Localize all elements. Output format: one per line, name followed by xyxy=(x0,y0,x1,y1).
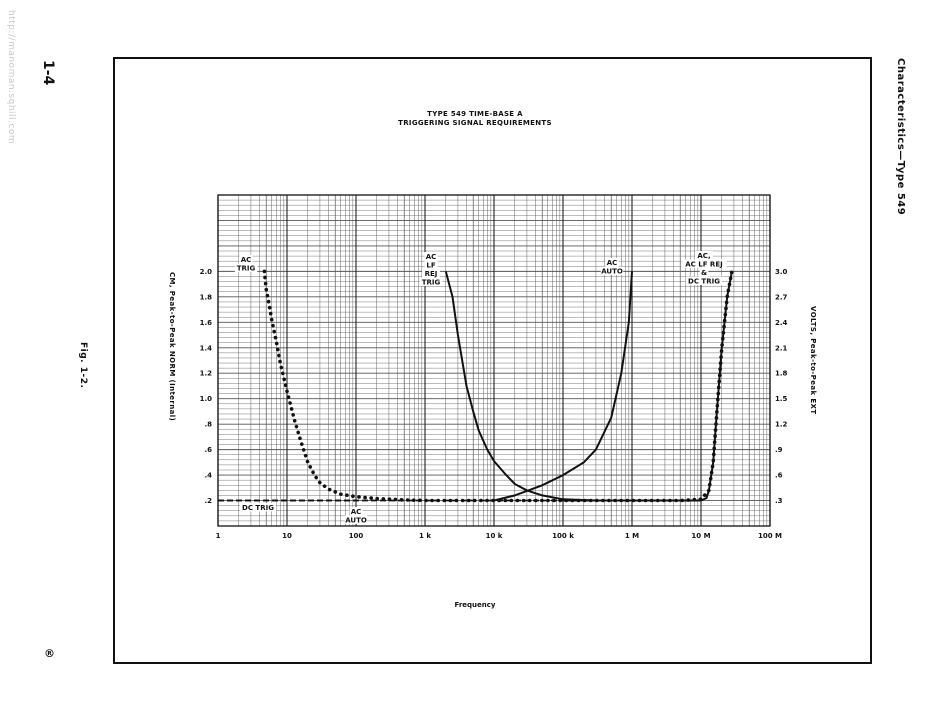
series-ac-lf-rej-trig xyxy=(444,271,632,502)
y-axis-label-left: CM, Peak-to-Peak NORM (Internal) xyxy=(168,272,176,422)
y-tick-label-right: 2.4 xyxy=(775,319,788,327)
series-label-bg xyxy=(349,507,363,516)
y-tick-label-right: 2.7 xyxy=(775,293,788,301)
y-tick-label-right: 3.0 xyxy=(775,268,788,276)
y-tick-label-left: 1.8 xyxy=(200,293,213,301)
series-label-bg xyxy=(234,263,258,272)
series-label-ac-auto: AC xyxy=(607,259,618,267)
series-label-bg xyxy=(424,260,438,269)
series-label-bg xyxy=(239,503,277,512)
section-header: Characteristics—Type 549 xyxy=(895,58,906,216)
series-label-ac-ac-lf-rej-dc-trig: DC TRIG xyxy=(688,278,720,286)
x-tick-label: 10 k xyxy=(486,532,503,540)
x-tick-label: 10 M xyxy=(691,532,710,540)
publisher-mark: ® xyxy=(43,647,56,660)
series-ac-trig xyxy=(262,269,734,503)
series-label-ac-lf-rej-trig: AC xyxy=(426,253,437,261)
series-label-dc-trig: DC TRIG xyxy=(242,504,274,512)
x-tick-label: 1 k xyxy=(419,532,431,540)
y-tick-label-right: .9 xyxy=(775,446,783,454)
series-label-ac-lf-rej-trig: LF xyxy=(426,262,435,270)
chart-title-line-2: TRIGGERING SIGNAL REQUIREMENTS xyxy=(398,119,552,127)
series-label-ac-trig: AC xyxy=(241,256,252,264)
y-tick-label-left: 2.0 xyxy=(200,268,213,276)
series-label-ac-ac-lf-rej-dc-trig: AC LF REJ xyxy=(685,261,722,269)
series-label-bg xyxy=(681,259,727,268)
series-label-bg xyxy=(344,515,368,524)
y-tick-label-left: .8 xyxy=(204,421,212,429)
y-tick-label-right: 2.1 xyxy=(775,344,788,352)
series-label-ac-auto-dc-baseline: AC xyxy=(351,508,362,516)
x-tick-label: 100 xyxy=(349,532,364,540)
y-tick-label-right: .3 xyxy=(775,497,783,505)
figure-caption: Fig. 1-2. xyxy=(78,342,88,389)
series-label-ac-lf-rej-trig: REJ xyxy=(425,270,438,278)
series-label-bg xyxy=(424,252,438,261)
x-tick-label: 100 k xyxy=(552,532,574,540)
y-axis-label-right: VOLTS, Peak-to-Peak EXT xyxy=(809,306,817,415)
plot-border xyxy=(217,194,771,527)
series-label-ac-auto-dc-baseline: AUTO xyxy=(345,517,367,525)
series-label-ac-lf-rej-trig: TRIG xyxy=(422,279,441,287)
y-tick-label-right: .6 xyxy=(775,472,783,480)
series-label-bg xyxy=(422,269,440,278)
series-label-ac-ac-lf-rej-dc-trig: AC, xyxy=(697,252,710,260)
series-label-bg xyxy=(239,255,253,264)
y-tick-label-left: 1.2 xyxy=(200,370,213,378)
y-tick-label-right: 1.8 xyxy=(775,370,788,378)
series-label-bg xyxy=(419,277,443,286)
figure-frame xyxy=(113,57,872,664)
x-tick-label: 1 M xyxy=(625,532,639,540)
y-tick-label-left: .4 xyxy=(204,472,212,480)
series-label-ac-ac-lf-rej-dc-trig: & xyxy=(701,269,707,277)
series-label-bg xyxy=(600,266,624,275)
y-tick-label-right: 1.5 xyxy=(775,395,788,403)
x-tick-label: 10 xyxy=(282,532,292,540)
source-url: http://manoman.sqhill.com xyxy=(6,10,16,145)
x-axis-label: Frequency xyxy=(454,601,496,609)
series-label-bg xyxy=(605,258,619,267)
x-tick-label: 100 M xyxy=(758,532,782,540)
y-tick-label-left: .2 xyxy=(204,497,212,505)
y-tick-label-left: 1.4 xyxy=(200,344,213,352)
series-label-bg xyxy=(699,268,709,277)
page-number: 1-4 xyxy=(40,60,56,86)
series-label-ac-auto: AUTO xyxy=(601,268,623,276)
series-ac-auto xyxy=(493,271,633,502)
y-tick-label-left: .6 xyxy=(204,446,212,454)
y-tick-label-left: 1.0 xyxy=(200,395,213,403)
series-label-bg xyxy=(685,276,723,285)
series-label-ac-trig: TRIG xyxy=(237,265,256,273)
y-tick-label-right: 1.2 xyxy=(775,421,788,429)
series-ac-ac-lf-rej-dc-trig xyxy=(563,271,733,502)
x-tick-label: 1 xyxy=(216,532,221,540)
series-label-bg xyxy=(695,251,713,260)
chart-title-line-1: TYPE 549 TIME-BASE A xyxy=(427,110,523,118)
y-tick-label-left: 1.6 xyxy=(200,319,213,327)
